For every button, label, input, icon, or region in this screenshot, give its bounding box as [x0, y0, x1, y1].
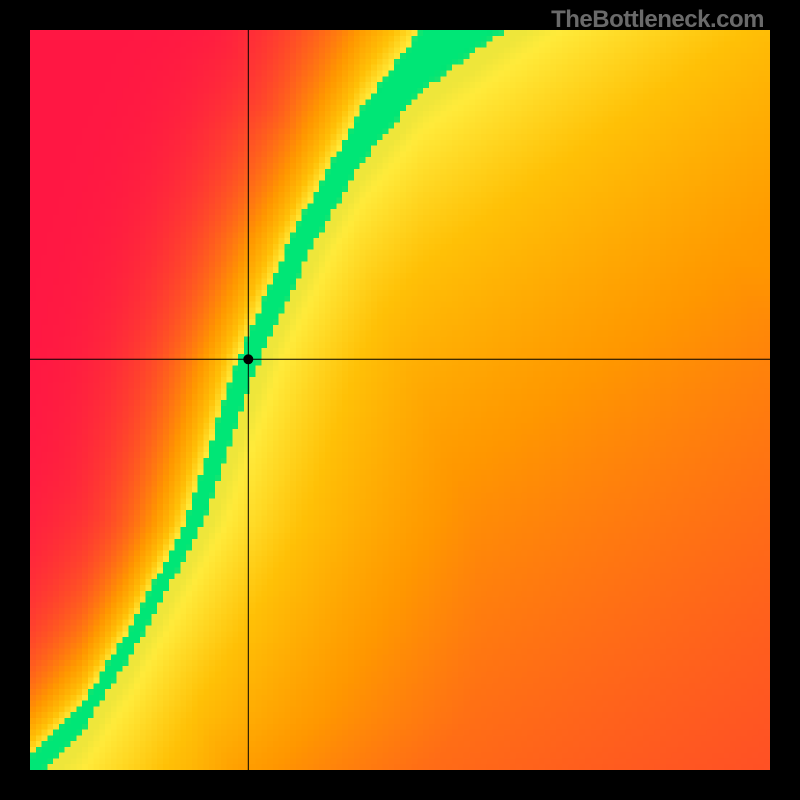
crosshair-marker — [243, 354, 253, 364]
watermark-text: TheBottleneck.com — [551, 6, 764, 34]
chart-overlay — [0, 0, 800, 800]
chart-container: TheBottleneck.com — [0, 0, 800, 800]
